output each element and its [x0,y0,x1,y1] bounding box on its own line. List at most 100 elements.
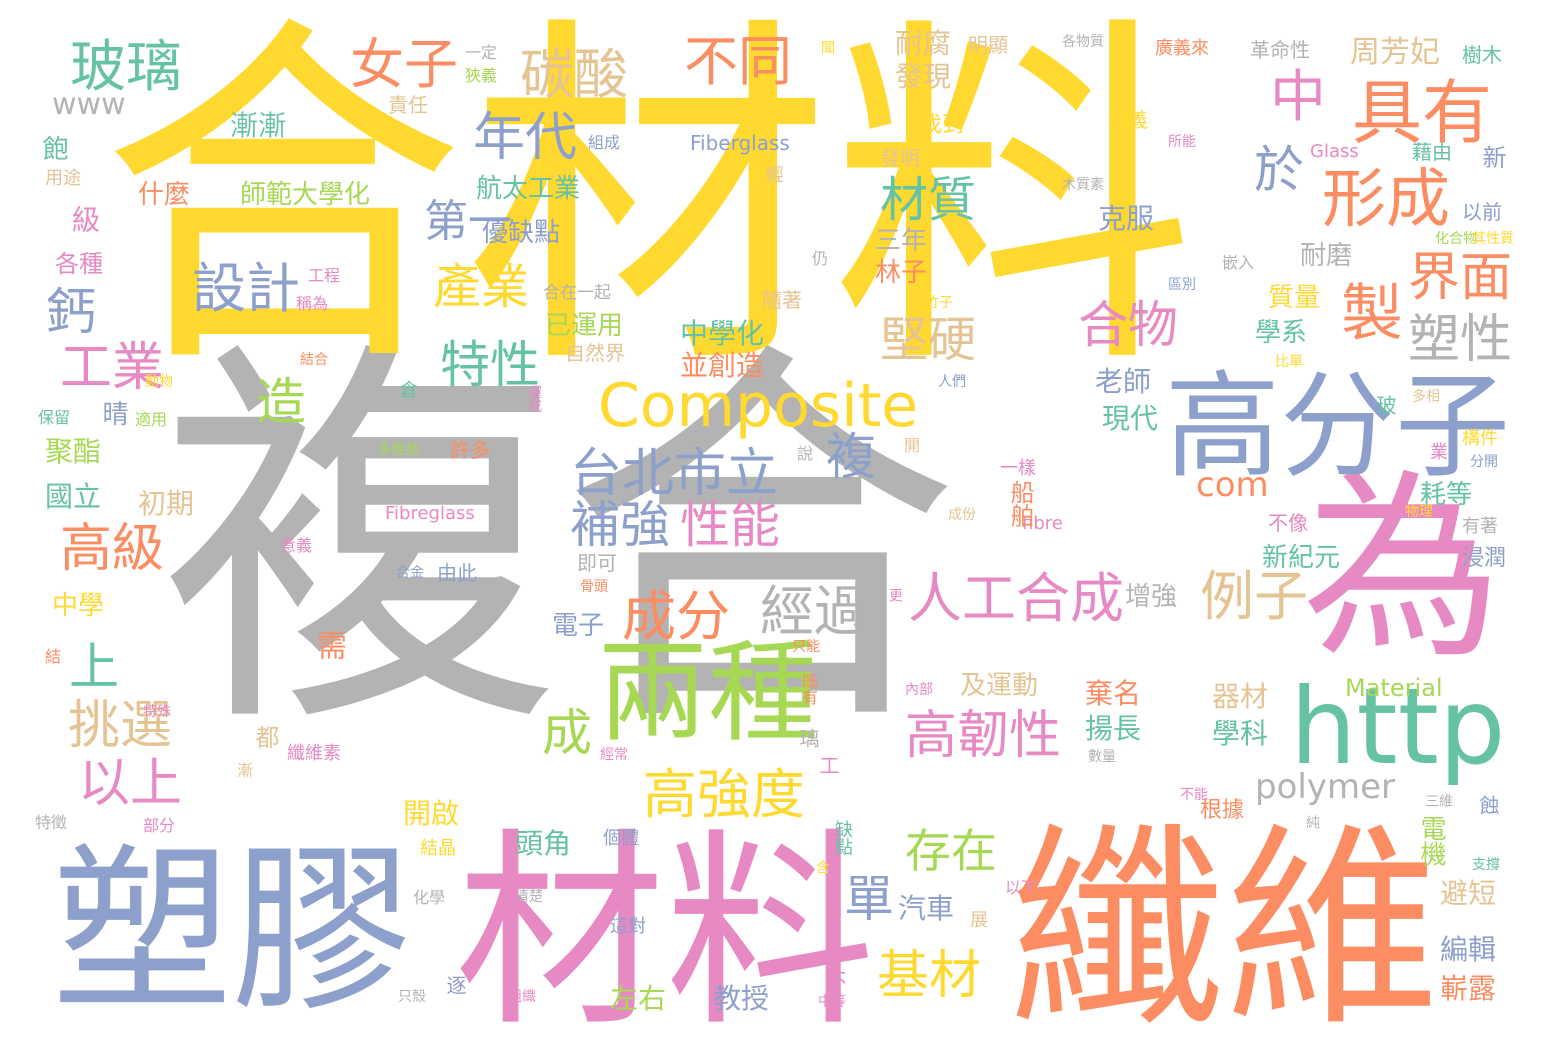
word-kaiqi: 開啟 [403,797,460,830]
word-chanye: 產業 [433,259,530,315]
word-zengqiang: 增強 [1125,582,1178,612]
word-reng: 仍 [809,250,828,266]
word-ye: 業 [1427,442,1448,460]
word-hangtai: 航太工業 [476,174,581,204]
word-dingyi: 定義 [1108,108,1148,132]
word-lizi: 例子 [1200,565,1308,628]
word-naifu: 耐腐 [895,27,952,60]
word-fibreglass: Fibreglass [385,503,475,524]
word-www: www [52,87,126,122]
word-bidua: 避短 [1440,877,1497,910]
word-fuhe: 複合 [160,312,960,777]
word-youzhe: 有著 [1462,516,1498,537]
word-zhike: 只殼 [398,989,426,1005]
word-zhi: 製 [1330,280,1403,341]
word-teshu: 特殊 [143,704,171,720]
word-youquedian: 優缺點 [482,218,561,248]
word-gutou: 骨頭 [580,579,608,595]
word-bu: 不 [823,970,847,990]
word-kai: 開 [901,437,920,453]
word-qing: 晴 [98,400,128,426]
word-zhoufangfei: 周芳妃 [1350,35,1440,70]
word-yongtu: 用途 [45,168,81,189]
word-laoshi: 老師 [1095,365,1152,398]
word-glass: Glass [1310,141,1359,162]
word-chuanbo: 船舶 [1006,480,1034,528]
word-geti: 個體 [603,828,639,849]
word-renmen: 人們 [938,374,966,390]
word-qingchu: 清楚 [515,889,543,905]
word-zhuzi: 竹子 [925,295,953,311]
word-gongcheng: 工程 [308,266,341,285]
word-huahewu: 化合物 [1435,231,1477,247]
word-boli: 玻璃 [70,35,182,100]
word-zeren: 責任 [388,93,428,117]
word-bianji: 編輯 [1440,933,1497,966]
word-jiemian: 界面 [1408,248,1513,308]
word-gewuzhi: 各物質 [1062,34,1104,50]
word-zucheng: 組成 [588,133,621,152]
word-duoshengtai: 多胜肽 [378,442,420,458]
word-bufen: 部分 [143,816,176,835]
word-faxian: 發現 [895,60,952,93]
word-buqiang: 補強 [570,496,670,554]
word-yu: 於 [1246,143,1304,192]
word-zhaodao: 找到 [920,113,965,138]
word-gongye: 工業 [60,338,165,398]
word-diyi: 第一 [424,196,512,247]
word-duoxiang: 多相 [1412,389,1440,405]
word-xianwei: 纖維 [1010,804,1440,1052]
word-liangzhong: 兩種 [598,629,818,757]
word-jian: 漸 [234,762,253,778]
word-xinjiyuan: 新紀元 [1262,543,1341,573]
word-qing2: 輕 [763,165,784,183]
word-chengfen2: 成份 [948,507,976,523]
word-muzhisu: 木質素 [1062,177,1104,193]
word-chengwei: 稱為 [296,294,329,313]
word-ziranjie: 自然界 [565,341,625,365]
word-huaxue: 化學 [413,888,446,907]
word-dongwu: 動物 [145,374,173,390]
word-yuncheng: 運成 [526,385,542,413]
word-tezheng: 特徵 [35,813,68,832]
word-niandai: 年代 [473,108,578,168]
word-material: Material [1345,674,1443,702]
word-zhongxue: 中學 [52,591,105,621]
word-shifan: 師範大學化 [240,180,371,210]
word-quedian: 缺點 [832,820,853,856]
word-http: http [1290,666,1506,788]
word-jingguo: 經過 [760,580,868,643]
word-com: com [1196,465,1269,505]
word-mingxian: 明顯 [968,33,1008,57]
word-yixia: 以下 [1005,878,1038,897]
word-guoli: 國立 [45,480,102,513]
word-jiyou: 既有 [799,673,818,705]
word-goujian: 構件 [1462,428,1498,449]
word-jiejing: 結晶 [420,838,456,859]
word-cailiao: 材料 [455,810,876,1052]
word-baoliu: 保留 [38,408,71,427]
word-jie: 結 [42,648,61,664]
word-cangyou: 藉由 [1412,140,1452,164]
word-fenkai: 分開 [1470,454,1498,470]
word-linzi: 林子 [875,258,928,288]
word-dianji: 電機 [1416,815,1446,866]
word-dou: 都 [251,725,279,749]
word-naimo: 耐磨 [1300,241,1353,271]
word-genju: 根據 [1200,798,1245,823]
word-suoneng: 所能 [1168,134,1196,150]
word-xingcheng: 形成 [1322,163,1450,237]
word-dianzi: 電子 [552,611,605,641]
word-xueke: 學科 [1212,717,1269,750]
word-suliao: 塑膠 [52,827,413,1036]
word-jiaoshou: 教授 [713,982,770,1015]
word-faming: 發明 [880,146,920,170]
word-bao: 飽 [38,135,68,161]
word-qiche: 汽車 [898,892,955,925]
word-yangchang: 揚長 [1085,712,1142,745]
word-wei: 為 [1302,453,1503,686]
word-qubie: 區別 [1168,277,1196,293]
word-guangyilai: 廣義來 [1155,38,1209,59]
word-gezhong: 各種 [55,250,103,278]
